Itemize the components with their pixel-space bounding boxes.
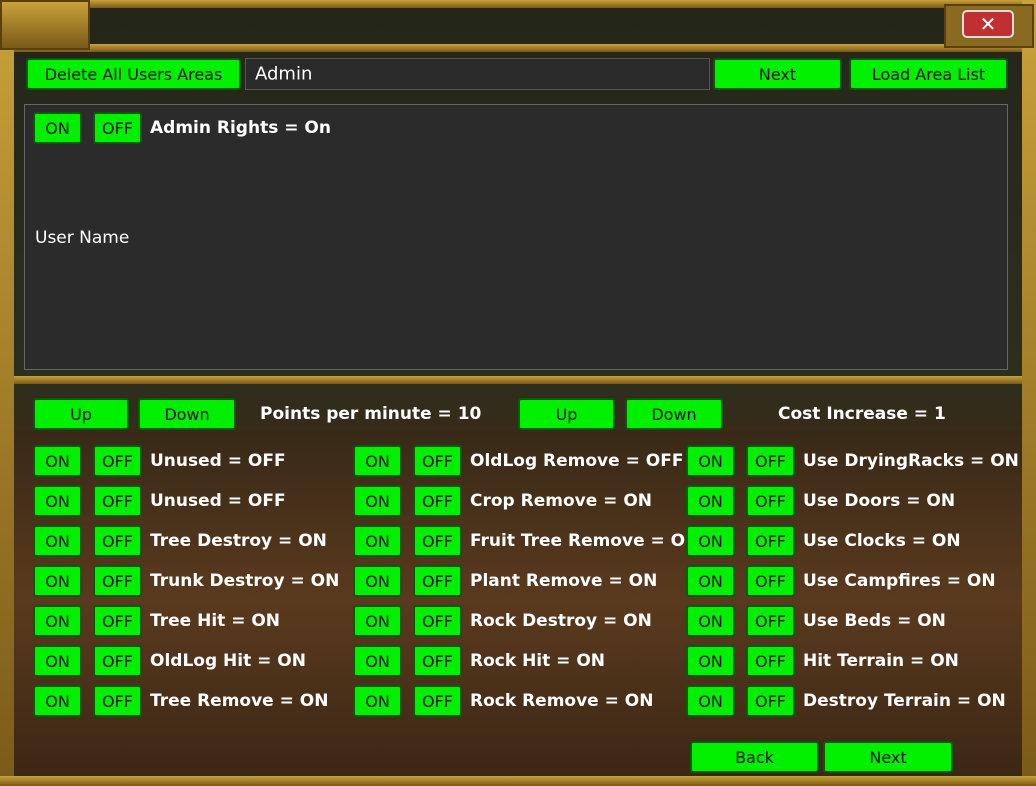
on-button[interactable]: ON: [686, 445, 735, 477]
setting-label: Use DryingRacks = ON: [803, 451, 1019, 471]
on-button[interactable]: ON: [686, 685, 735, 717]
setting-label: Trunk Destroy = ON: [150, 571, 340, 591]
off-button[interactable]: OFF: [93, 445, 142, 477]
on-button[interactable]: ON: [33, 605, 82, 637]
setting-label: Rock Destroy = ON: [470, 611, 652, 631]
on-button[interactable]: ON: [33, 525, 82, 557]
up-button[interactable]: Up: [33, 398, 129, 430]
setting-label: Tree Destroy = ON: [150, 531, 327, 551]
on-button[interactable]: ON: [33, 685, 82, 717]
off-button[interactable]: OFF: [93, 112, 142, 144]
off-button[interactable]: OFF: [413, 525, 462, 557]
frame-left: [0, 0, 14, 786]
setting-label: Unused = OFF: [150, 491, 286, 511]
off-button[interactable]: OFF: [93, 645, 142, 677]
setting-label: Fruit Tree Remove = ON: [470, 531, 700, 551]
corner-icon: [0, 0, 90, 50]
off-button[interactable]: OFF: [413, 485, 462, 517]
user-panel: [24, 104, 1008, 370]
admin-rights: Admin Rights = On: [150, 118, 331, 138]
on-button[interactable]: ON: [353, 645, 402, 677]
frame-right: [1022, 0, 1036, 786]
off-button[interactable]: OFF: [93, 565, 142, 597]
setting-label: Tree Remove = ON: [150, 691, 329, 711]
load-button[interactable]: Load Area List: [849, 58, 1008, 90]
on-button[interactable]: ON: [33, 485, 82, 517]
cost-label: Cost Increase = 1: [778, 404, 946, 424]
on-button[interactable]: ON: [686, 565, 735, 597]
user-name: User Name: [35, 228, 130, 248]
setting-label: Rock Hit = ON: [470, 651, 606, 671]
setting-label: Use Clocks = ON: [803, 531, 961, 551]
on-button[interactable]: ON: [353, 485, 402, 517]
on-button[interactable]: ON: [686, 645, 735, 677]
setting-label: Tree Hit = ON: [150, 611, 281, 631]
off-button[interactable]: OFF: [746, 565, 795, 597]
on-button[interactable]: ON: [686, 605, 735, 637]
delete-button[interactable]: Delete All Users Areas: [26, 58, 241, 90]
setting-label: Hit Terrain = ON: [803, 651, 959, 671]
on-button[interactable]: ON: [353, 445, 402, 477]
on-button[interactable]: ON: [353, 605, 402, 637]
on-button[interactable]: ON: [33, 445, 82, 477]
on-button[interactable]: ON: [686, 485, 735, 517]
up-button[interactable]: Up: [518, 398, 615, 430]
off-button[interactable]: OFF: [93, 485, 142, 517]
off-button[interactable]: OFF: [93, 605, 142, 637]
back-button[interactable]: Back: [690, 741, 819, 773]
frame-top: [0, 0, 1036, 8]
setting-label: Crop Remove = ON: [470, 491, 653, 511]
off-button[interactable]: OFF: [746, 645, 795, 677]
off-button[interactable]: OFF: [746, 525, 795, 557]
down-button[interactable]: Down: [138, 398, 236, 430]
frame-bottom: [0, 776, 1036, 786]
setting-label: Destroy Terrain = ON: [803, 691, 1006, 711]
on-button[interactable]: ON: [353, 685, 402, 717]
next-button[interactable]: Next: [823, 741, 953, 773]
on-button[interactable]: ON: [353, 565, 402, 597]
on-button[interactable]: ON: [353, 525, 402, 557]
setting-label: OldLog Remove = OFF: [470, 451, 684, 471]
on-button[interactable]: ON: [33, 565, 82, 597]
off-button[interactable]: OFF: [413, 565, 462, 597]
off-button[interactable]: OFF: [413, 445, 462, 477]
setting-label: OldLog Hit = ON: [150, 651, 306, 671]
next-button[interactable]: Next: [713, 58, 842, 90]
on-button[interactable]: ON: [33, 645, 82, 677]
setting-label: Rock Remove = ON: [470, 691, 654, 711]
user-field: Admin: [255, 63, 313, 85]
setting-label: Unused = OFF: [150, 451, 286, 471]
off-button[interactable]: OFF: [746, 605, 795, 637]
off-button[interactable]: OFF: [746, 685, 795, 717]
off-button[interactable]: OFF: [746, 445, 795, 477]
off-button[interactable]: OFF: [413, 645, 462, 677]
off-button[interactable]: OFF: [413, 685, 462, 717]
on-button[interactable]: ON: [686, 525, 735, 557]
off-button[interactable]: OFF: [746, 485, 795, 517]
frame-title-bottom: [0, 44, 1036, 52]
down-button[interactable]: Down: [625, 398, 723, 430]
setting-label: Plant Remove = ON: [470, 571, 658, 591]
setting-label: Use Campfires = ON: [803, 571, 996, 591]
user-field-box[interactable]: [245, 58, 710, 90]
setting-label: Use Beds = ON: [803, 611, 946, 631]
off-button[interactable]: OFF: [413, 605, 462, 637]
off-button[interactable]: OFF: [93, 525, 142, 557]
points-label: Points per minute = 10: [260, 404, 482, 424]
setting-label: Use Doors = ON: [803, 491, 956, 511]
off-button[interactable]: OFF: [93, 685, 142, 717]
close-button[interactable]: ✕: [962, 10, 1014, 38]
frame-divider: [14, 376, 1022, 384]
on-button[interactable]: ON: [33, 112, 82, 144]
